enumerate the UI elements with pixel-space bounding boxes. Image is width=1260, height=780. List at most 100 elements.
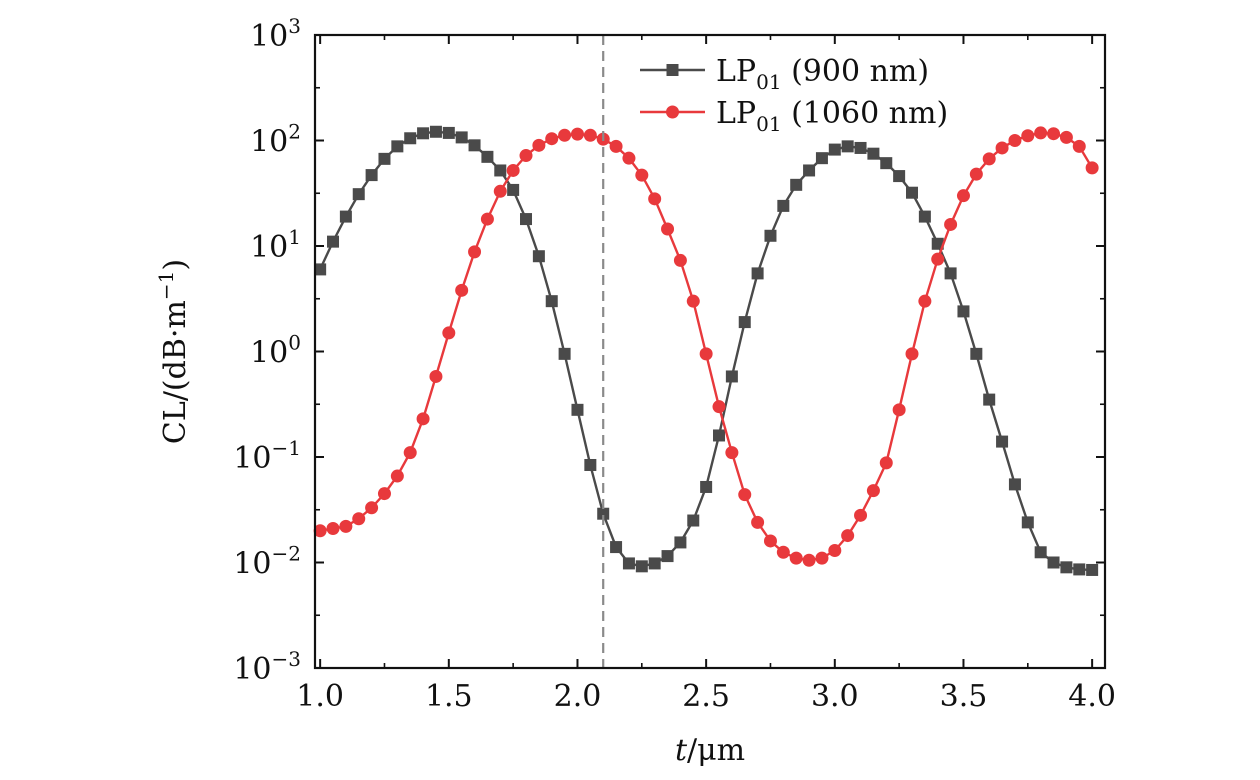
data-point	[956, 189, 970, 203]
x-tick-label: 3.0	[811, 679, 859, 714]
data-point	[1034, 126, 1048, 140]
data-point	[545, 132, 559, 146]
data-point	[1086, 563, 1099, 576]
ticks-layer: 1.0 1.5 2.0 2.5 3.0 3.5 4.0 10−3 10−2 10−1 100 101 1…	[233, 14, 1116, 714]
y-tick-label: 10−2	[233, 542, 301, 582]
data-point	[1021, 129, 1035, 143]
data-point	[570, 127, 584, 141]
data-point	[1008, 134, 1022, 147]
data-point	[828, 543, 842, 557]
data-point	[519, 149, 533, 163]
data-point	[468, 245, 482, 259]
data-point	[545, 295, 558, 308]
data-point	[841, 140, 854, 153]
data-point	[674, 536, 687, 549]
data-point	[352, 188, 365, 201]
data-point	[866, 484, 880, 498]
data-point	[751, 515, 765, 529]
data-point	[738, 488, 752, 502]
data-point	[970, 347, 983, 360]
data-point	[764, 229, 777, 242]
legend: LP01 (900 nm)LP01 (1060 nm)	[640, 54, 948, 136]
data-point	[673, 253, 687, 267]
data-point	[339, 210, 352, 223]
data-point	[378, 152, 391, 165]
y-tick-label: 10−3	[233, 647, 301, 687]
x-tick-label: 1.0	[296, 679, 344, 714]
legend-label: LP01 (900 nm)	[716, 54, 929, 94]
data-point	[879, 456, 893, 470]
series-line	[319, 131, 1094, 562]
data-point	[777, 199, 790, 212]
data-point	[815, 551, 829, 565]
y-axis-title: CL/(dB·m−1)	[154, 259, 193, 444]
data-point	[854, 508, 868, 522]
x-axis-title-unit: /μm	[687, 733, 745, 768]
data-point	[957, 305, 970, 318]
data-point	[738, 316, 751, 329]
x-axis-title-italic: t	[675, 733, 688, 768]
data-point	[481, 150, 494, 163]
series-0	[314, 125, 1099, 576]
data-point	[442, 326, 456, 340]
y-axis-title-close: )	[158, 259, 193, 271]
data-point	[841, 529, 855, 543]
series-layer	[313, 125, 1099, 576]
data-point	[417, 127, 430, 140]
data-point	[507, 183, 520, 196]
data-point	[789, 551, 803, 565]
data-point	[725, 370, 738, 383]
data-point	[558, 128, 572, 142]
data-point	[403, 446, 417, 460]
data-point	[416, 412, 430, 426]
data-point	[480, 212, 494, 226]
data-point	[996, 435, 1009, 448]
data-point	[905, 347, 919, 361]
data-point	[918, 294, 932, 308]
data-point	[377, 487, 391, 501]
data-point	[686, 294, 700, 308]
data-point	[751, 267, 764, 280]
data-point	[455, 283, 469, 297]
data-point	[892, 403, 906, 417]
series-1	[313, 126, 1099, 567]
legend-marker	[666, 105, 679, 119]
data-point	[815, 152, 828, 165]
data-point	[867, 147, 880, 160]
data-point	[442, 126, 455, 139]
data-point	[931, 237, 944, 250]
data-point	[983, 393, 996, 406]
data-point	[635, 168, 649, 182]
data-point	[558, 347, 571, 360]
data-point	[790, 178, 803, 191]
data-point	[969, 167, 983, 181]
data-point	[944, 217, 958, 231]
data-point	[610, 541, 623, 554]
data-point	[365, 501, 379, 515]
y-axis-title-exponent: −1	[154, 271, 178, 300]
data-point	[597, 507, 610, 520]
data-point	[390, 469, 404, 483]
data-point	[532, 138, 546, 152]
x-tick-label: 4.0	[1068, 679, 1116, 714]
x-tick-label: 2.5	[682, 679, 730, 714]
legend-marker	[666, 64, 679, 76]
data-point	[893, 170, 906, 183]
data-point	[1060, 561, 1073, 574]
data-point	[906, 186, 919, 199]
data-point	[429, 125, 442, 138]
data-point	[700, 480, 713, 493]
y-tick-label: 102	[250, 120, 301, 160]
data-point	[429, 369, 443, 383]
data-point	[532, 250, 545, 263]
data-point	[712, 400, 726, 414]
data-point	[352, 512, 366, 526]
data-point	[404, 132, 417, 145]
data-point	[1059, 130, 1073, 144]
data-point	[931, 252, 945, 266]
data-point	[725, 446, 739, 460]
data-point	[880, 157, 893, 170]
x-tick-label: 1.5	[425, 679, 473, 714]
data-point	[1072, 139, 1086, 153]
